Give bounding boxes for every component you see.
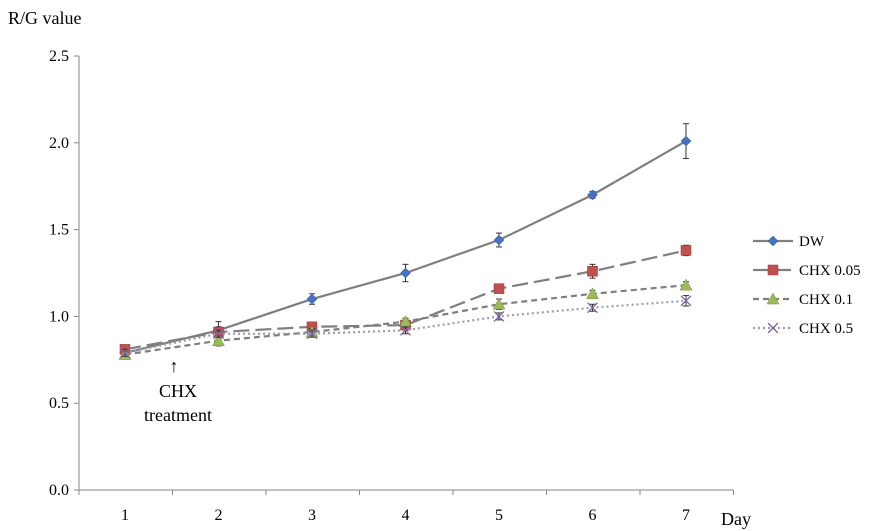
annotation-line1: CHX (159, 381, 197, 401)
legend-item: CHX 0.5 (753, 321, 853, 337)
data-point-marker (492, 297, 506, 310)
data-point-marker (679, 278, 693, 291)
x-tick-label: 6 (589, 507, 597, 524)
data-point-marker (680, 135, 692, 147)
x-tick-label: 4 (402, 507, 410, 524)
y-tick-label: 0.5 (49, 395, 69, 412)
data-point-marker (306, 328, 318, 340)
data-point-marker (493, 283, 505, 294)
legend-label: CHX 0.05 (799, 263, 861, 279)
data-point-marker (493, 234, 505, 246)
legend: DW CHX 0.05 CHX 0.1 CHX 0.5 (753, 234, 861, 337)
data-point-marker (680, 295, 692, 307)
x-tick-label: 1 (121, 507, 129, 524)
x-tick-label: 7 (682, 507, 690, 524)
data-point-marker (767, 264, 779, 276)
x-tick-label: 5 (495, 507, 503, 524)
x-axis-ticks: 1 2 3 4 5 6 7 (78, 490, 734, 524)
annotation-arrow: ↑ (170, 356, 179, 376)
annotation-line2: treatment (144, 405, 212, 425)
y-tick-label: 1.0 (49, 308, 69, 325)
data-point-marker (213, 328, 224, 340)
data-point-marker (400, 267, 411, 279)
legend-label: CHX 0.5 (799, 321, 853, 337)
chx-treatment-annotation: ↑ CHX treatment (144, 356, 212, 425)
x-tick-label: 2 (215, 507, 223, 524)
y-axis-ticks: 0.0 0.5 1.0 1.5 2.0 2.5 (49, 48, 79, 499)
data-point-marker (767, 235, 779, 247)
y-axis-title: R/G value (8, 8, 82, 28)
data-point-marker (400, 324, 411, 336)
series-chx-0-5 (119, 295, 692, 359)
data-point-marker (766, 292, 780, 305)
data-point-marker (119, 347, 131, 359)
data-point-marker (586, 287, 599, 300)
data-point-marker (306, 293, 318, 305)
x-tick-label: 3 (308, 507, 316, 524)
y-tick-label: 0.0 (49, 482, 69, 499)
y-tick-label: 1.5 (49, 222, 69, 239)
data-point-marker (680, 245, 692, 256)
legend-item: DW (753, 234, 825, 250)
series-layer (118, 123, 693, 360)
legend-item: CHX 0.05 (753, 263, 861, 279)
y-tick-label: 2.5 (49, 48, 69, 65)
series-chx-0-05 (119, 244, 692, 355)
x-axis-title: Day (721, 509, 751, 529)
data-point-marker (587, 189, 598, 201)
series-chx-0-1 (118, 278, 693, 360)
legend-item: CHX 0.1 (753, 292, 853, 308)
data-point-marker (587, 302, 598, 314)
y-tick-label: 2.0 (49, 135, 69, 152)
data-point-marker (587, 266, 598, 277)
data-point-marker (212, 334, 225, 346)
data-point-marker (493, 310, 505, 322)
legend-label: DW (799, 234, 825, 250)
legend-label: CHX 0.1 (799, 292, 853, 308)
data-point-marker (767, 322, 779, 334)
